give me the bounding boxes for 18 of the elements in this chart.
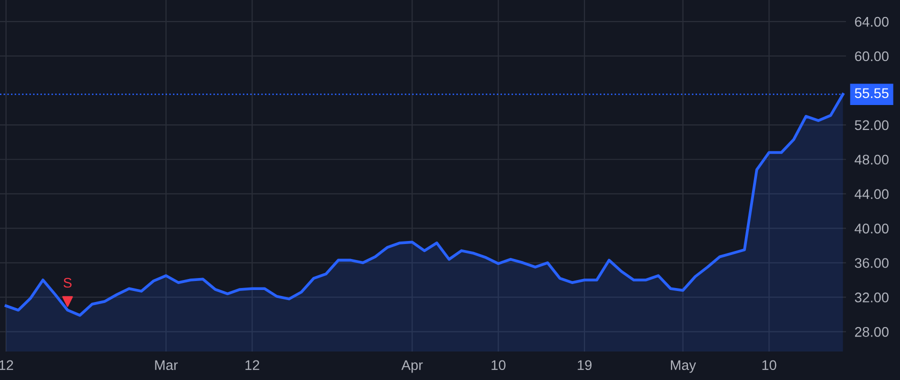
y-tick-label: 64.00 bbox=[855, 16, 889, 27]
x-tick-label: 10 bbox=[492, 360, 506, 370]
x-tick-label: Apr bbox=[401, 360, 423, 373]
y-tick-label: 32.00 bbox=[854, 292, 889, 302]
data-label: S bbox=[64, 278, 72, 288]
x-tick-label: 10 bbox=[762, 360, 776, 370]
x-tick-label: May bbox=[670, 360, 696, 373]
y-tick-label: 40.00 bbox=[854, 224, 889, 234]
y-tick-label: 36.00 bbox=[854, 258, 889, 268]
y-tick-label: 52.00 bbox=[854, 120, 889, 130]
x-tick-label: Mar bbox=[155, 360, 178, 370]
y-tick-label: 28.00 bbox=[855, 327, 889, 337]
ref-line-label: 55.55 bbox=[854, 88, 889, 98]
y-tick-label: 60.00 bbox=[855, 51, 889, 62]
y-tick-label: 48.00 bbox=[854, 154, 889, 165]
x-tick-label: 12 bbox=[246, 360, 260, 370]
y-tick-label: 44.00 bbox=[854, 189, 889, 200]
x-tick-label: 19 bbox=[578, 360, 592, 370]
